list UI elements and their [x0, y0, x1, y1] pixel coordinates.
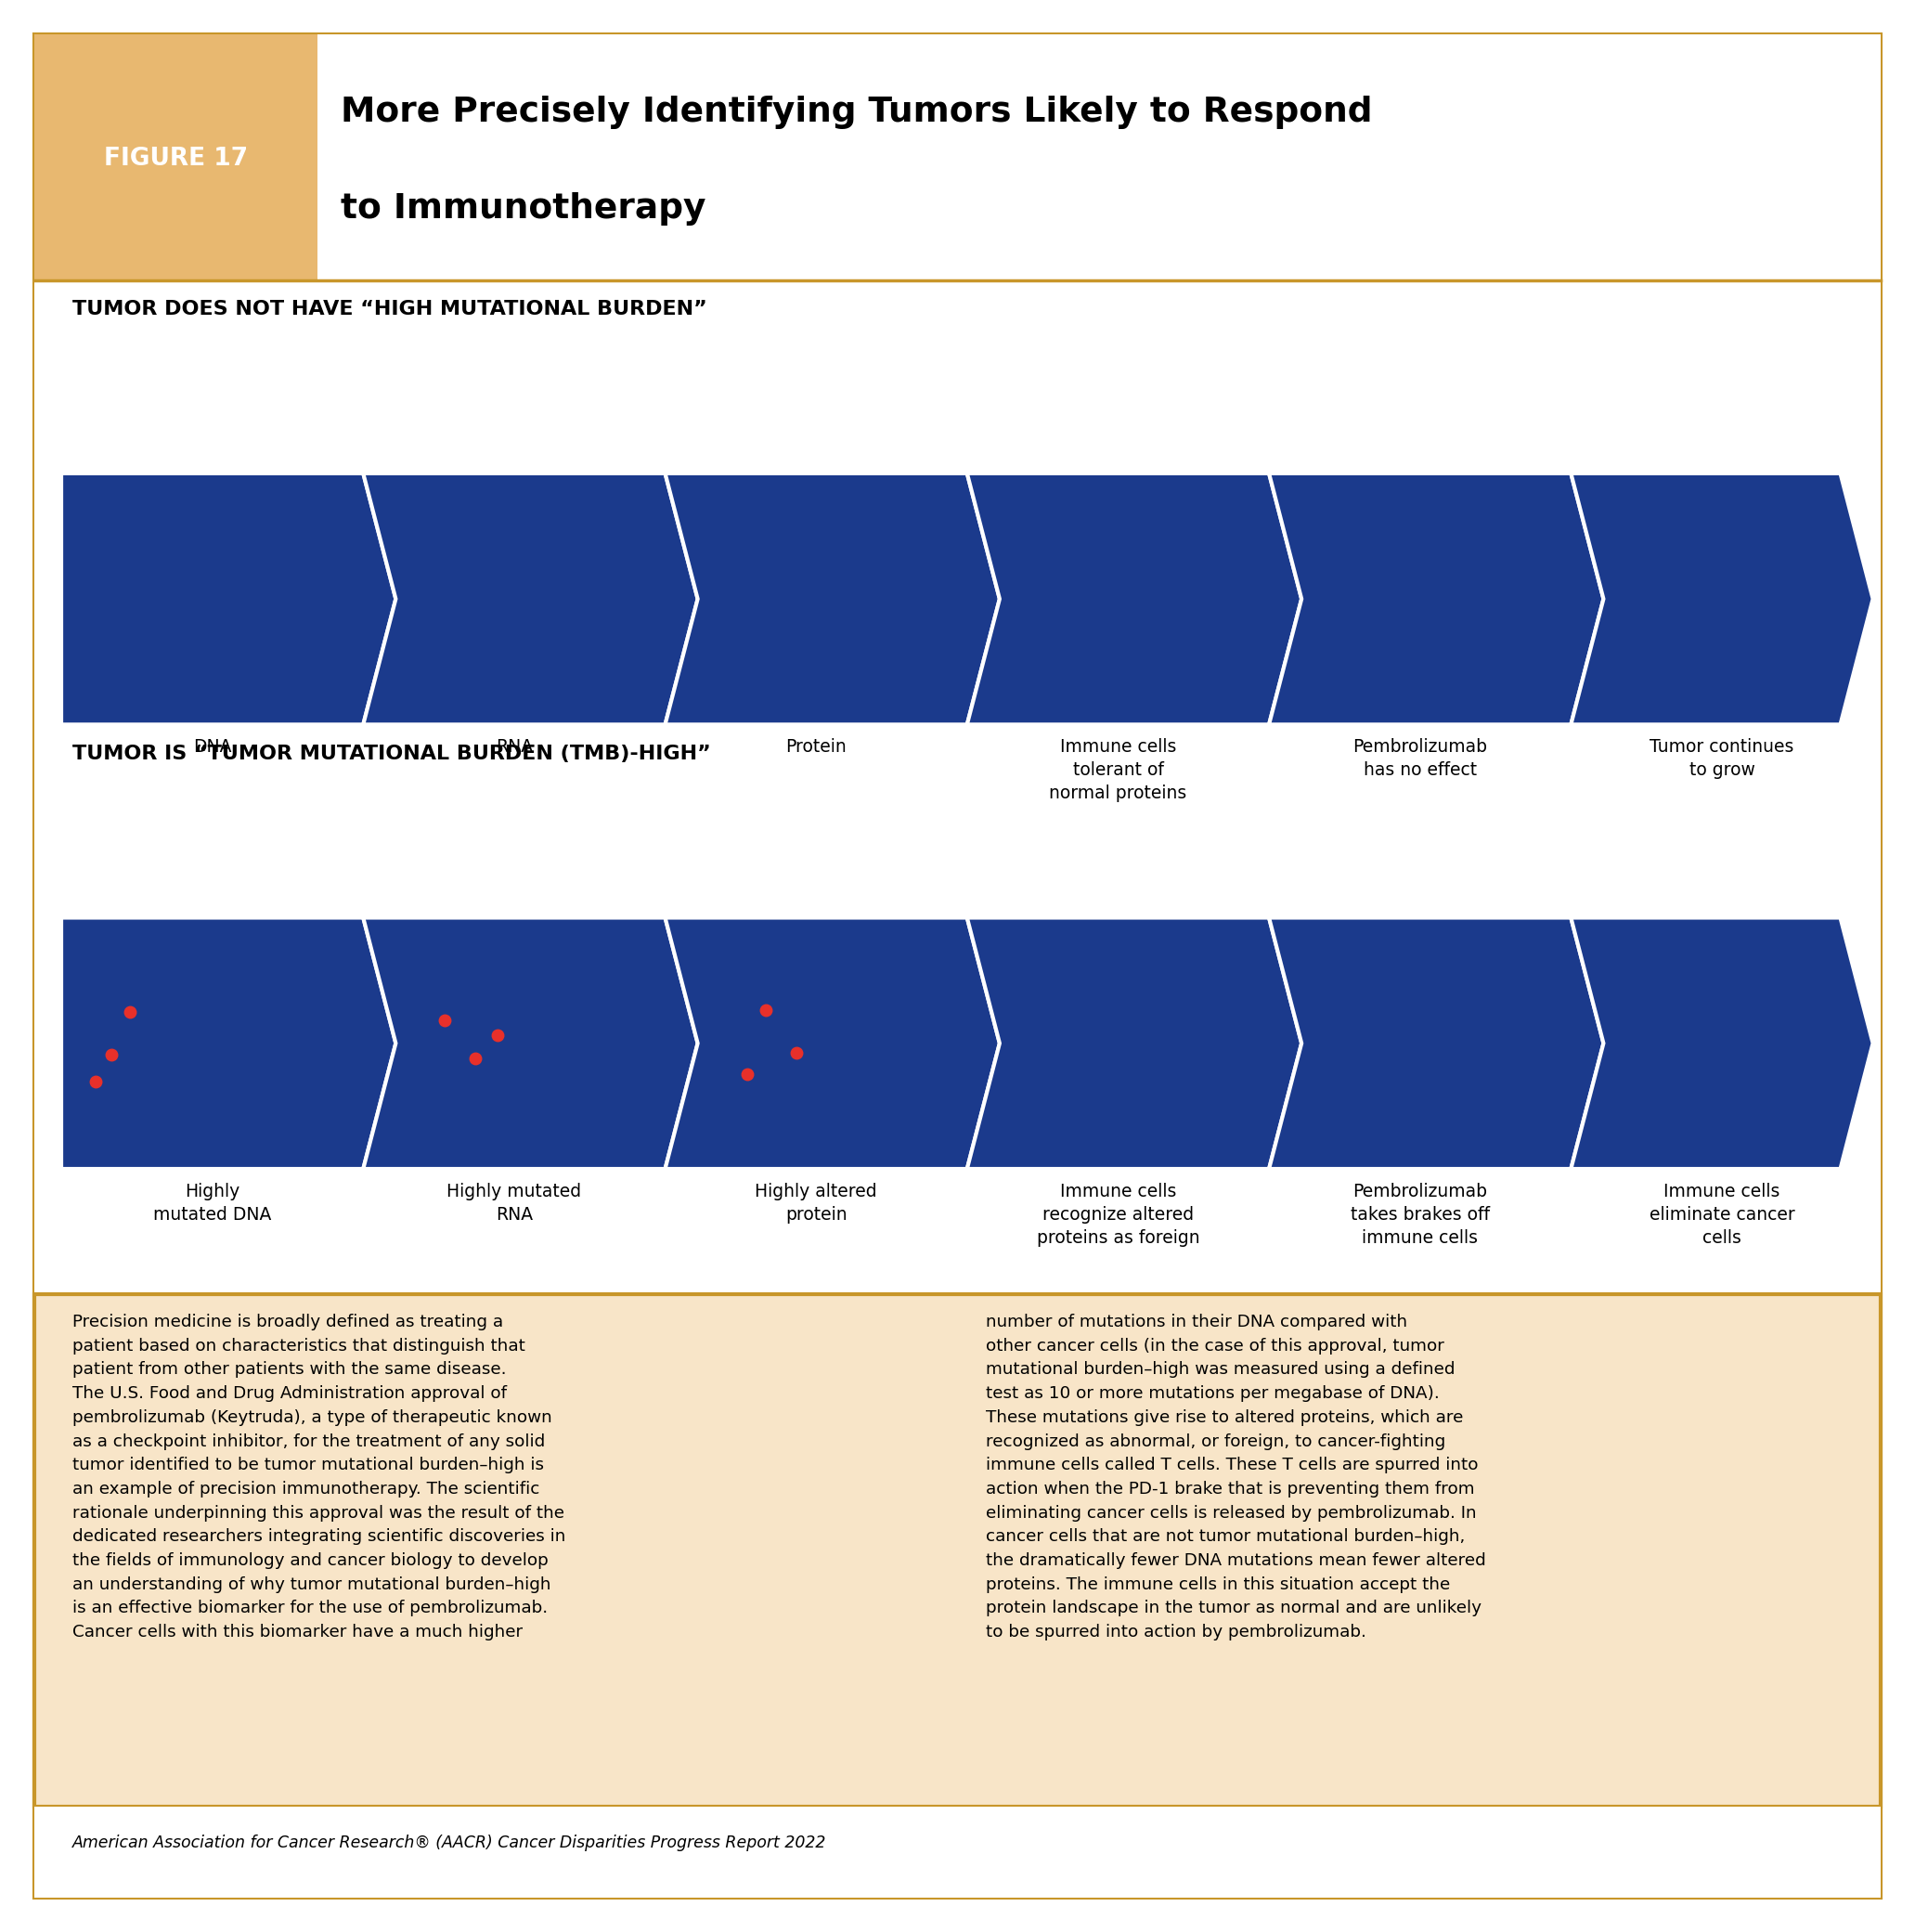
Text: Highly
mutated DNA: Highly mutated DNA [153, 1182, 272, 1223]
Text: American Association for Cancer Research® (AACR) Cancer Disparities Progress Rep: American Association for Cancer Research… [73, 1835, 827, 1851]
Text: TUMOR DOES NOT HAVE “HIGH MUTATIONAL BURDEN”: TUMOR DOES NOT HAVE “HIGH MUTATIONAL BUR… [73, 299, 707, 319]
Polygon shape [61, 473, 396, 724]
Polygon shape [967, 918, 1302, 1169]
Polygon shape [364, 473, 697, 724]
Polygon shape [364, 918, 697, 1169]
Polygon shape [1570, 473, 1873, 724]
Text: number of mutations in their DNA compared with
other cancer cells (in the case o: number of mutations in their DNA compare… [986, 1314, 1486, 1640]
Text: DNA: DNA [193, 738, 232, 755]
Text: Immune cells
recognize altered
proteins as foreign: Immune cells recognize altered proteins … [1036, 1182, 1199, 1246]
Text: Immune cells
eliminate cancer
cells: Immune cells eliminate cancer cells [1649, 1182, 1794, 1246]
Text: Protein: Protein [785, 738, 846, 755]
Bar [318, 35, 1881, 280]
Polygon shape [61, 918, 396, 1169]
Polygon shape [1270, 918, 1603, 1169]
Polygon shape [1570, 918, 1873, 1169]
Polygon shape [665, 473, 1000, 724]
Text: RNA: RNA [496, 738, 532, 755]
Bar [34, 1806, 1881, 1897]
Text: TUMOR IS “TUMOR MUTATIONAL BURDEN (TMB)-HIGH”: TUMOR IS “TUMOR MUTATIONAL BURDEN (TMB)-… [73, 744, 710, 763]
Polygon shape [1270, 473, 1603, 724]
Bar [34, 280, 1881, 1294]
Text: Precision medicine is broadly defined as treating a
patient based on characteris: Precision medicine is broadly defined as… [73, 1314, 567, 1640]
Polygon shape [665, 918, 1000, 1169]
Text: FIGURE 17: FIGURE 17 [103, 147, 249, 170]
Bar [34, 35, 318, 280]
Polygon shape [967, 473, 1302, 724]
Text: Pembrolizumab
has no effect: Pembrolizumab has no effect [1352, 738, 1488, 779]
Text: Tumor continues
to grow: Tumor continues to grow [1651, 738, 1794, 779]
Text: More Precisely Identifying Tumors Likely to Respond: More Precisely Identifying Tumors Likely… [341, 95, 1373, 129]
Text: Immune cells
tolerant of
normal proteins: Immune cells tolerant of normal proteins [1049, 738, 1187, 802]
Text: Highly altered
protein: Highly altered protein [755, 1182, 877, 1223]
Text: to Immunotherapy: to Immunotherapy [341, 191, 707, 226]
Text: Highly mutated
RNA: Highly mutated RNA [446, 1182, 582, 1223]
Bar [34, 1294, 1881, 1806]
Text: Pembrolizumab
takes brakes off
immune cells: Pembrolizumab takes brakes off immune ce… [1350, 1182, 1490, 1246]
